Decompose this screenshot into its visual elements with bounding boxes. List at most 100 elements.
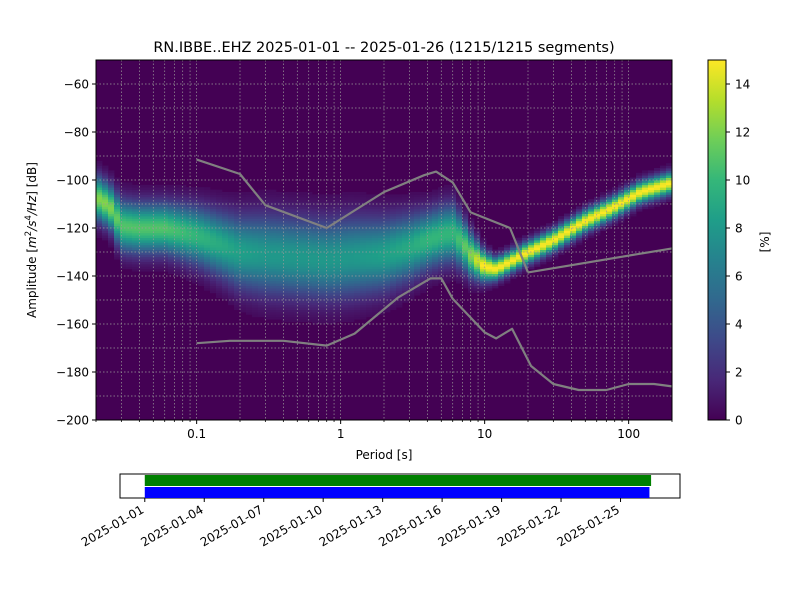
- heatmap-cell: [636, 177, 643, 181]
- heatmap-cell: [180, 199, 187, 202]
- heatmap-cell: [324, 206, 331, 210]
- heatmap-cell: [450, 240, 457, 243]
- heatmap-cell: [402, 264, 409, 267]
- heatmap-cell: [96, 204, 103, 207]
- heatmap-cell: [192, 264, 199, 267]
- heatmap-cell: [486, 254, 493, 258]
- heatmap-cell: [216, 290, 223, 294]
- heatmap-cell: [132, 249, 139, 253]
- reference-noise-curve: [196, 158, 530, 273]
- heatmap-cell: [306, 316, 313, 320]
- heatmap-cell: [342, 295, 349, 298]
- heatmap-cell: [258, 259, 265, 262]
- heatmap-cell: [174, 232, 181, 236]
- heatmap-cell: [402, 249, 409, 253]
- heatmap-cell: [546, 247, 553, 250]
- heatmap-cell: [132, 268, 139, 272]
- heatmap-cell: [432, 199, 439, 202]
- heatmap-cell: [312, 252, 319, 255]
- heatmap-cell: [408, 194, 415, 198]
- heatmap-cell: [450, 218, 457, 222]
- heatmap-cell: [228, 232, 235, 236]
- heatmap-cell: [372, 259, 379, 262]
- heatmap-cell: [198, 194, 205, 198]
- heatmap-cell: [126, 218, 133, 222]
- heatmap-cell: [558, 252, 565, 255]
- heatmap-cell: [372, 232, 379, 236]
- heatmap-cell: [432, 271, 439, 274]
- heatmap-cell: [486, 244, 493, 248]
- heatmap-cell: [192, 259, 199, 262]
- heatmap-cell: [270, 216, 277, 219]
- heatmap-cell: [408, 280, 415, 284]
- heatmap-cell: [306, 285, 313, 289]
- heatmap-cell: [360, 278, 367, 282]
- heatmap-cell: [210, 208, 217, 212]
- heatmap-cell: [276, 300, 283, 303]
- heatmap-cell: [582, 201, 589, 205]
- heatmap-cell: [222, 192, 229, 195]
- heatmap-cell: [468, 223, 475, 226]
- heatmap-cell: [294, 225, 301, 229]
- heatmap-cell: [618, 192, 625, 195]
- heatmap-cell: [528, 264, 535, 267]
- heatmap-cell: [384, 302, 391, 306]
- heatmap-cell: [474, 259, 481, 262]
- heatmap-cell: [438, 225, 445, 229]
- heatmap-cell: [348, 206, 355, 210]
- heatmap-cell: [282, 307, 289, 310]
- heatmap-cell: [108, 232, 115, 236]
- heatmap-cell: [504, 278, 511, 282]
- heatmap-cell: [246, 290, 253, 294]
- heatmap-cell: [402, 235, 409, 238]
- heatmap-cell: [234, 307, 241, 310]
- heatmap-cell: [348, 295, 355, 298]
- heatmap-cell: [474, 261, 481, 265]
- heatmap-cell: [216, 208, 223, 212]
- heatmap-cell: [450, 249, 457, 253]
- heatmap-cell: [396, 278, 403, 282]
- heatmap-cell: [396, 264, 403, 267]
- heatmap-cell: [240, 280, 247, 284]
- heatmap-cell: [414, 199, 421, 202]
- heatmap-cell: [204, 196, 211, 200]
- heatmap-cell: [96, 170, 103, 174]
- heatmap-cell: [348, 223, 355, 226]
- heatmap-cell: [402, 273, 409, 277]
- heatmap-cell: [618, 213, 625, 217]
- heatmap-cell: [420, 211, 427, 214]
- heatmap-cell: [636, 172, 643, 176]
- heatmap-cell: [450, 189, 457, 193]
- heatmap-cell: [330, 247, 337, 250]
- heatmap-cell: [240, 244, 247, 248]
- heatmap-cell: [438, 280, 445, 284]
- heatmap-cell: [234, 300, 241, 303]
- heatmap-cell: [330, 259, 337, 262]
- heatmap-cell: [372, 204, 379, 207]
- heatmap-cell: [270, 252, 277, 255]
- heatmap-cell: [312, 256, 319, 260]
- heatmap-cell: [462, 204, 469, 207]
- heatmap-cell: [456, 264, 463, 267]
- heatmap-cell: [288, 288, 295, 291]
- heatmap-cell: [162, 223, 169, 226]
- heatmap-cell: [240, 259, 247, 262]
- heatmap-cell: [306, 199, 313, 202]
- heatmap-cell: [192, 237, 199, 241]
- heatmap-cell: [612, 223, 619, 226]
- heatmap-cell: [222, 297, 229, 301]
- heatmap-cell: [138, 264, 145, 267]
- heatmap-cell: [354, 208, 361, 212]
- heatmap-cell: [288, 211, 295, 214]
- heatmap-cell: [342, 304, 349, 308]
- heatmap-cell: [264, 264, 271, 267]
- heatmap-cell: [288, 237, 295, 241]
- heatmap-cell: [510, 264, 517, 267]
- heatmap-cell: [246, 199, 253, 202]
- heatmap-cell: [324, 242, 331, 246]
- heatmap-cell: [552, 228, 559, 231]
- heatmap-cell: [366, 256, 373, 260]
- heatmap-cell: [282, 223, 289, 226]
- heatmap-cell: [288, 220, 295, 224]
- heatmap-cell: [312, 194, 319, 198]
